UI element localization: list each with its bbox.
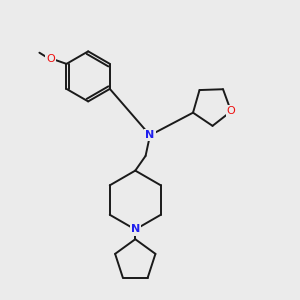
- Text: O: O: [227, 106, 236, 116]
- Text: O: O: [46, 55, 55, 64]
- Text: N: N: [146, 130, 154, 140]
- Text: N: N: [131, 224, 140, 235]
